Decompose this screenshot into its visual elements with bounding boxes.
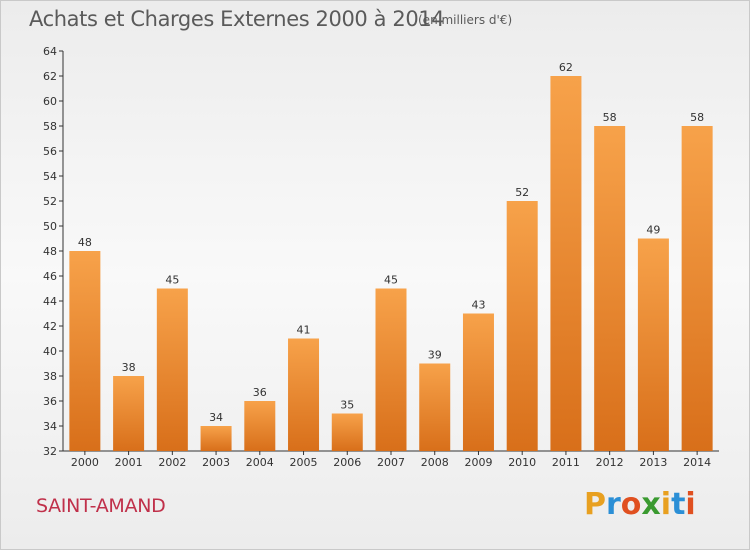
bar xyxy=(244,401,276,451)
y-tick-label: 36 xyxy=(43,395,57,408)
x-tick-label: 2010 xyxy=(508,456,536,469)
bar-value-label: 62 xyxy=(559,61,573,74)
bar-value-label: 38 xyxy=(122,361,136,374)
x-tick-label: 2002 xyxy=(158,456,186,469)
proxiti-logo[interactable]: Proxiti xyxy=(584,487,696,522)
brand-letter: i xyxy=(685,487,696,522)
brand-letter: P xyxy=(584,487,606,522)
bar xyxy=(637,238,669,451)
bar-value-label: 58 xyxy=(690,111,704,124)
y-tick-label: 60 xyxy=(43,95,57,108)
place-name: SAINT-AMAND xyxy=(36,495,166,517)
y-tick-label: 54 xyxy=(43,170,57,183)
x-tick-label: 2000 xyxy=(71,456,99,469)
y-tick-label: 40 xyxy=(43,345,57,358)
bar-value-label: 35 xyxy=(340,399,354,412)
bar-value-label: 45 xyxy=(165,274,179,287)
y-tick-label: 50 xyxy=(43,220,57,233)
x-tick-label: 2004 xyxy=(246,456,274,469)
x-tick-label: 2011 xyxy=(552,456,580,469)
bar xyxy=(331,413,363,451)
chart-title: Achats et Charges Externes 2000 à 2014 xyxy=(29,7,445,31)
y-tick-label: 42 xyxy=(43,320,57,333)
chart-subtitle: (en milliers d'€) xyxy=(418,13,513,27)
brand-letter: i xyxy=(660,487,672,522)
bar xyxy=(462,313,494,451)
bar-value-label: 39 xyxy=(428,349,442,362)
bar xyxy=(200,426,232,451)
bar xyxy=(375,288,407,451)
bar-value-label: 41 xyxy=(297,324,311,337)
bar xyxy=(156,288,188,451)
bar-value-label: 52 xyxy=(515,186,529,199)
y-tick-label: 44 xyxy=(43,295,57,308)
y-tick-label: 48 xyxy=(43,245,57,258)
y-tick-label: 46 xyxy=(43,270,57,283)
bar xyxy=(288,338,320,451)
bar-value-label: 36 xyxy=(253,386,267,399)
brand-letter: o xyxy=(620,487,642,522)
x-tick-label: 2009 xyxy=(464,456,492,469)
x-tick-label: 2007 xyxy=(377,456,405,469)
x-tick-label: 2005 xyxy=(290,456,318,469)
bar-value-label: 43 xyxy=(471,299,485,312)
y-tick-label: 62 xyxy=(43,70,57,83)
x-tick-label: 2003 xyxy=(202,456,230,469)
x-tick-label: 2014 xyxy=(683,456,711,469)
y-tick-label: 58 xyxy=(43,120,57,133)
bar xyxy=(113,376,145,451)
bar-value-label: 48 xyxy=(78,236,92,249)
y-tick-label: 34 xyxy=(43,420,57,433)
bar xyxy=(550,76,582,451)
y-tick-label: 52 xyxy=(43,195,57,208)
bar xyxy=(594,126,626,451)
y-tick-label: 56 xyxy=(43,145,57,158)
x-tick-label: 2012 xyxy=(596,456,624,469)
bar xyxy=(506,201,538,451)
bar xyxy=(69,251,101,451)
y-tick-label: 32 xyxy=(43,445,57,458)
bar xyxy=(419,363,451,451)
x-tick-label: 2006 xyxy=(333,456,361,469)
y-tick-label: 38 xyxy=(43,370,57,383)
bar xyxy=(681,126,713,451)
brand-letter: t xyxy=(671,487,686,522)
bar-value-label: 49 xyxy=(646,224,660,237)
x-tick-label: 2001 xyxy=(115,456,143,469)
x-tick-label: 2013 xyxy=(639,456,667,469)
y-tick-label: 64 xyxy=(43,45,57,58)
bar-value-label: 34 xyxy=(209,411,223,424)
bar-value-label: 45 xyxy=(384,274,398,287)
bar-value-label: 58 xyxy=(603,111,617,124)
brand-letter: x xyxy=(641,487,661,522)
x-tick-label: 2008 xyxy=(421,456,449,469)
brand-letter: r xyxy=(606,487,621,522)
